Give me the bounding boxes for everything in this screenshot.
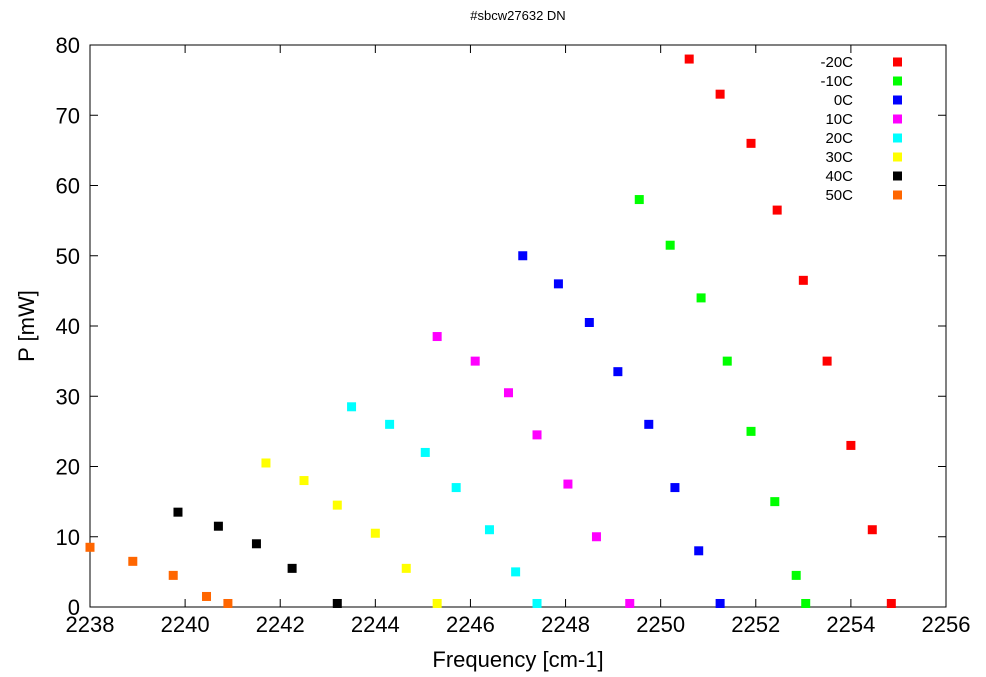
- legend-swatch: [893, 133, 902, 143]
- x-tick-label: 2256: [922, 612, 971, 637]
- y-tick-label: 60: [56, 174, 80, 199]
- data-point: [694, 546, 704, 556]
- legend-swatch: [893, 152, 902, 162]
- x-tick-label: 2242: [256, 612, 305, 637]
- data-point: [613, 367, 623, 377]
- data-point: [432, 332, 442, 342]
- data-point: [299, 476, 309, 486]
- data-point: [746, 138, 756, 148]
- data-point: [432, 598, 442, 608]
- data-point: [625, 598, 635, 608]
- legend-label: 30C: [825, 149, 853, 166]
- data-point: [451, 483, 461, 493]
- data-point: [511, 567, 521, 577]
- y-axis-label: P [mW]: [14, 290, 39, 362]
- y-tick-label: 20: [56, 455, 80, 480]
- axis-ticks: 2238 2240 2242 2244 2246 2248 2250 2252 2254 2256…: [56, 33, 971, 637]
- y-tick-label: 0: [68, 595, 80, 620]
- data-point: [772, 205, 782, 215]
- legend-swatch: [893, 171, 902, 181]
- data-point: [370, 528, 380, 538]
- x-tick-label: 2244: [351, 612, 400, 637]
- y-tick-label: 70: [56, 103, 80, 128]
- data-point: [801, 598, 811, 608]
- data-point: [746, 426, 756, 436]
- x-tick-label: 2238: [66, 612, 115, 637]
- data-point: [484, 525, 494, 535]
- data-points: [85, 54, 896, 608]
- legend-swatch: [893, 57, 902, 67]
- x-tick-label: 2254: [826, 612, 875, 637]
- data-point: [287, 563, 297, 573]
- data-point: [634, 195, 644, 205]
- legend-label: 10C: [825, 111, 853, 128]
- data-point: [798, 275, 808, 285]
- data-point: [791, 570, 801, 580]
- data-point: [591, 532, 601, 542]
- data-point: [503, 388, 513, 398]
- legend: -20C -10C 0C 10C 20C 30C 40C 50C: [820, 54, 902, 204]
- data-point: [128, 556, 138, 566]
- data-point: [770, 497, 780, 507]
- legend-label: 50C: [825, 187, 853, 204]
- data-point: [563, 479, 573, 489]
- data-point: [553, 279, 563, 289]
- x-tick-label: 2250: [636, 612, 685, 637]
- legend-swatch: [893, 190, 902, 200]
- data-point: [846, 440, 856, 450]
- data-point: [886, 598, 896, 608]
- data-point: [584, 317, 594, 327]
- y-tick-label: 30: [56, 384, 80, 409]
- data-point: [696, 293, 706, 303]
- data-point: [670, 483, 680, 493]
- x-tick-label: 2248: [541, 612, 590, 637]
- data-point: [644, 419, 654, 429]
- legend-label: 40C: [825, 168, 853, 185]
- data-point: [261, 458, 271, 468]
- data-point: [168, 570, 178, 580]
- x-tick-label: 2240: [161, 612, 210, 637]
- data-point: [532, 430, 542, 440]
- legend-swatch: [893, 76, 902, 86]
- x-axis-label: Frequency [cm-1]: [432, 647, 603, 672]
- legend-swatch: [893, 95, 902, 105]
- legend-label: 20C: [825, 130, 853, 147]
- data-point: [822, 356, 832, 366]
- x-tick-label: 2246: [446, 612, 495, 637]
- data-point: [715, 598, 725, 608]
- y-tick-label: 80: [56, 33, 80, 58]
- data-point: [532, 598, 542, 608]
- y-tick-label: 50: [56, 244, 80, 269]
- data-point: [722, 356, 732, 366]
- legend-label: 0C: [834, 92, 853, 109]
- data-point: [715, 89, 725, 99]
- data-point: [202, 591, 212, 601]
- data-point: [867, 525, 877, 535]
- data-point: [213, 521, 223, 531]
- data-point: [332, 598, 342, 608]
- data-point: [420, 447, 430, 457]
- data-point: [332, 500, 342, 510]
- x-tick-label: 2252: [731, 612, 780, 637]
- data-point: [173, 507, 183, 517]
- data-point: [518, 251, 528, 261]
- data-point: [347, 402, 357, 412]
- data-point: [251, 539, 261, 549]
- legend-label: -20C: [820, 54, 853, 71]
- data-point: [385, 419, 395, 429]
- legend-label: -10C: [820, 73, 853, 90]
- data-point: [223, 598, 233, 608]
- chart-title: #sbcw27632 DN: [470, 8, 565, 23]
- y-tick-label: 10: [56, 525, 80, 550]
- data-point: [684, 54, 694, 64]
- y-tick-label: 40: [56, 314, 80, 339]
- legend-swatch: [893, 114, 902, 124]
- data-point: [85, 542, 95, 552]
- data-point: [401, 563, 411, 573]
- data-point: [470, 356, 480, 366]
- data-point: [665, 240, 675, 250]
